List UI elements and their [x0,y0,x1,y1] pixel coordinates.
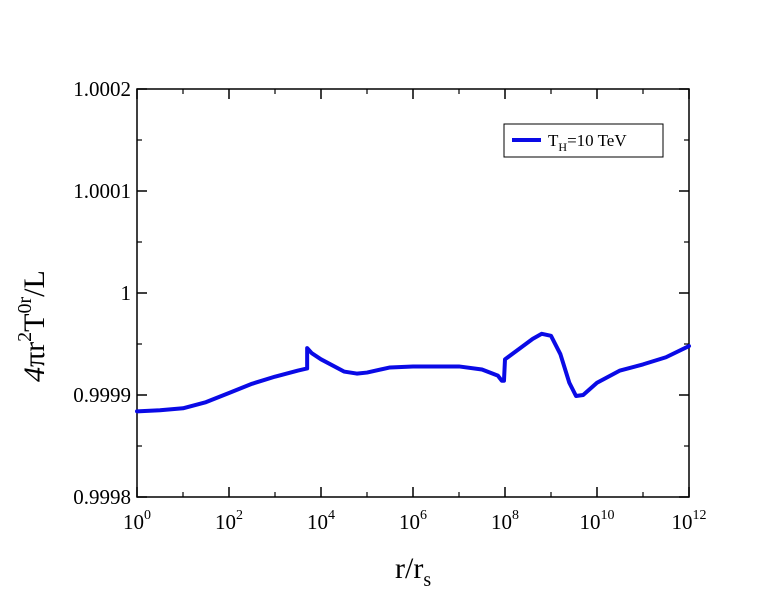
x-tick-label: 1012 [672,508,707,534]
y-tick-label: 1 [121,281,132,305]
y-tick-label: 0.9999 [73,383,131,407]
x-tick-labels: 100 102 104 106 108 1010 1012 [123,508,707,534]
tick-marks [136,88,690,498]
x-tick-label: 102 [215,508,243,534]
y-tick-labels: 0.9998 0.9999 1 1.0001 1.0002 [73,77,131,509]
x-tick-label: 100 [123,508,151,534]
plot-area [135,88,691,498]
x-tick-label: 108 [491,508,519,534]
y-tick-label: 1.0002 [73,77,131,101]
x-tick-label: 106 [399,508,427,534]
x-axis-title-subscript: s [423,569,431,591]
legend: TH=10 TeV [503,123,664,158]
y-axis-title: 4πr2T0r/L [14,270,51,382]
series-line [135,331,691,414]
y-tick-label: 1.0001 [73,179,131,203]
x-tick-label: 104 [307,508,335,534]
x-axis-title: r/rs [395,552,431,591]
y-tick-label: 0.9998 [73,485,131,509]
legend-label: TH=10 TeV [548,131,627,154]
x-tick-label: 1010 [580,508,615,534]
